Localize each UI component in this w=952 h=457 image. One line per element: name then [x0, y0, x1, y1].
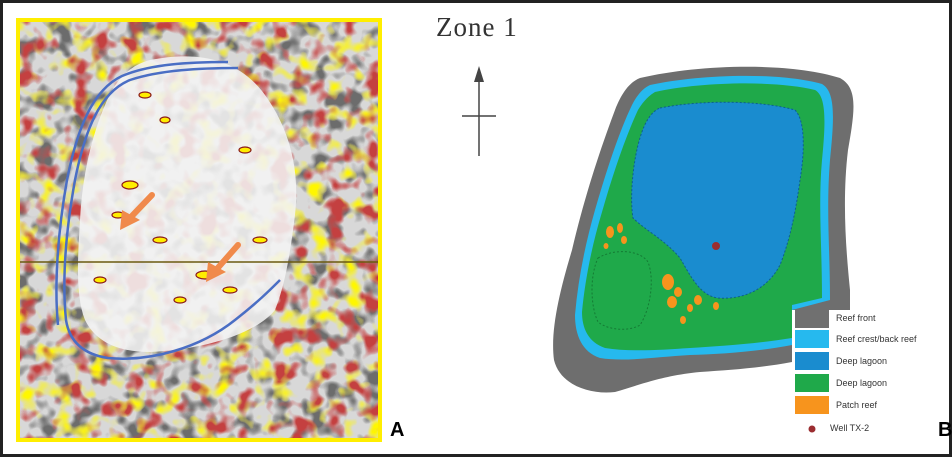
subbasin-outline	[591, 251, 652, 330]
deep-lagoon-outline	[631, 101, 804, 299]
legend-swatch-patch-reef	[795, 396, 829, 414]
north-arrow-icon	[462, 66, 496, 156]
panel-a-letter: A	[390, 419, 405, 441]
figure-title: Zone 1	[436, 12, 518, 42]
legend-swatch-well	[808, 425, 816, 433]
interior-features	[93, 91, 268, 304]
legend-label-well: Well TX-2	[830, 423, 870, 433]
panel-b-map	[553, 66, 854, 393]
legend-label-patch-reef: Patch reef	[836, 400, 878, 410]
legend-swatch-deep-lagoon-blue	[795, 352, 829, 370]
legend	[795, 310, 829, 433]
legend-swatch-deep-lagoon-green	[795, 374, 829, 392]
reef-interior	[77, 56, 297, 352]
legend-label-deep-lagoon-blue: Deep lagoon	[836, 356, 888, 366]
well-marker	[712, 242, 720, 250]
legend-label-reef-crest: Reef crest/back reef	[836, 334, 917, 344]
legend-label-reef-front: Reef front	[836, 313, 876, 323]
legend-swatch-reef-crest	[795, 330, 829, 348]
panel-b-letter: B	[938, 419, 952, 441]
patch-reefs	[603, 223, 719, 324]
arrow-icon	[206, 242, 241, 282]
legend-label-deep-lagoon-green: Deep lagoon	[836, 378, 888, 388]
platform-outline	[55, 60, 281, 360]
arrow-icon	[120, 192, 155, 230]
panel-a-seismic	[16, 18, 382, 442]
facies-deep-lagoon	[631, 102, 804, 299]
legend-swatch-reef-front	[795, 310, 829, 328]
